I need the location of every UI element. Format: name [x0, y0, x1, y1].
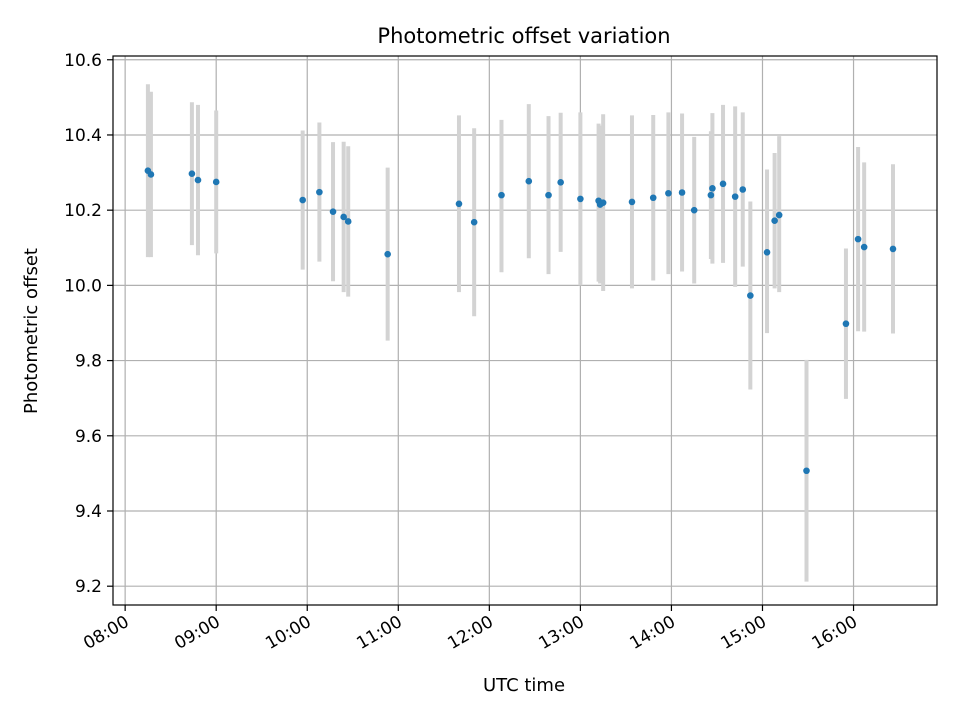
- data-point: [690, 206, 698, 214]
- data-point: [860, 243, 868, 251]
- data-point: [525, 177, 533, 185]
- grid: [113, 56, 937, 605]
- data-point: [731, 193, 739, 200]
- data-point: [545, 191, 552, 199]
- data-point: [747, 292, 754, 299]
- data-point: [763, 248, 771, 256]
- y-tick-label: 9.4: [75, 502, 102, 522]
- data-point: [665, 189, 672, 197]
- data-point: [188, 170, 196, 177]
- data-point: [316, 188, 323, 196]
- x-axis-title: UTC time: [483, 675, 565, 696]
- y-tick-label: 9.6: [75, 427, 102, 447]
- data-point: [384, 250, 391, 258]
- data-point: [649, 194, 657, 202]
- data-point: [599, 199, 607, 206]
- data-point: [299, 196, 306, 204]
- data-point: [557, 179, 564, 186]
- y-tick-label: 9.8: [75, 352, 102, 372]
- data-point: [719, 180, 727, 188]
- data-points: [144, 167, 897, 475]
- data-point: [842, 320, 850, 328]
- data-point: [329, 208, 337, 215]
- chart-title: Photometric offset variation: [377, 24, 670, 48]
- data-point: [889, 245, 897, 253]
- data-point: [577, 195, 584, 203]
- data-point: [709, 185, 716, 192]
- data-point: [775, 211, 783, 219]
- data-point: [854, 235, 862, 243]
- y-tick-label: 9.2: [75, 577, 102, 597]
- data-point: [771, 217, 778, 224]
- data-point: [147, 171, 155, 178]
- data-point: [470, 218, 478, 226]
- data-point: [498, 191, 505, 199]
- data-point: [739, 186, 747, 193]
- data-point: [628, 198, 636, 206]
- data-point: [344, 218, 352, 225]
- data-point: [212, 178, 220, 186]
- y-tick-label: 10.2: [64, 201, 102, 221]
- y-tick-label: 10.6: [64, 51, 102, 71]
- y-tick-label: 10.0: [64, 276, 102, 296]
- data-point: [194, 176, 202, 184]
- data-point: [803, 467, 810, 475]
- data-point: [707, 191, 715, 199]
- y-axis-title: Photometric offset: [21, 248, 42, 414]
- data-point: [455, 200, 463, 208]
- y-tick-label: 10.4: [64, 126, 102, 146]
- plot-frame: [112, 55, 938, 606]
- data-point: [340, 213, 347, 221]
- data-point: [678, 189, 686, 196]
